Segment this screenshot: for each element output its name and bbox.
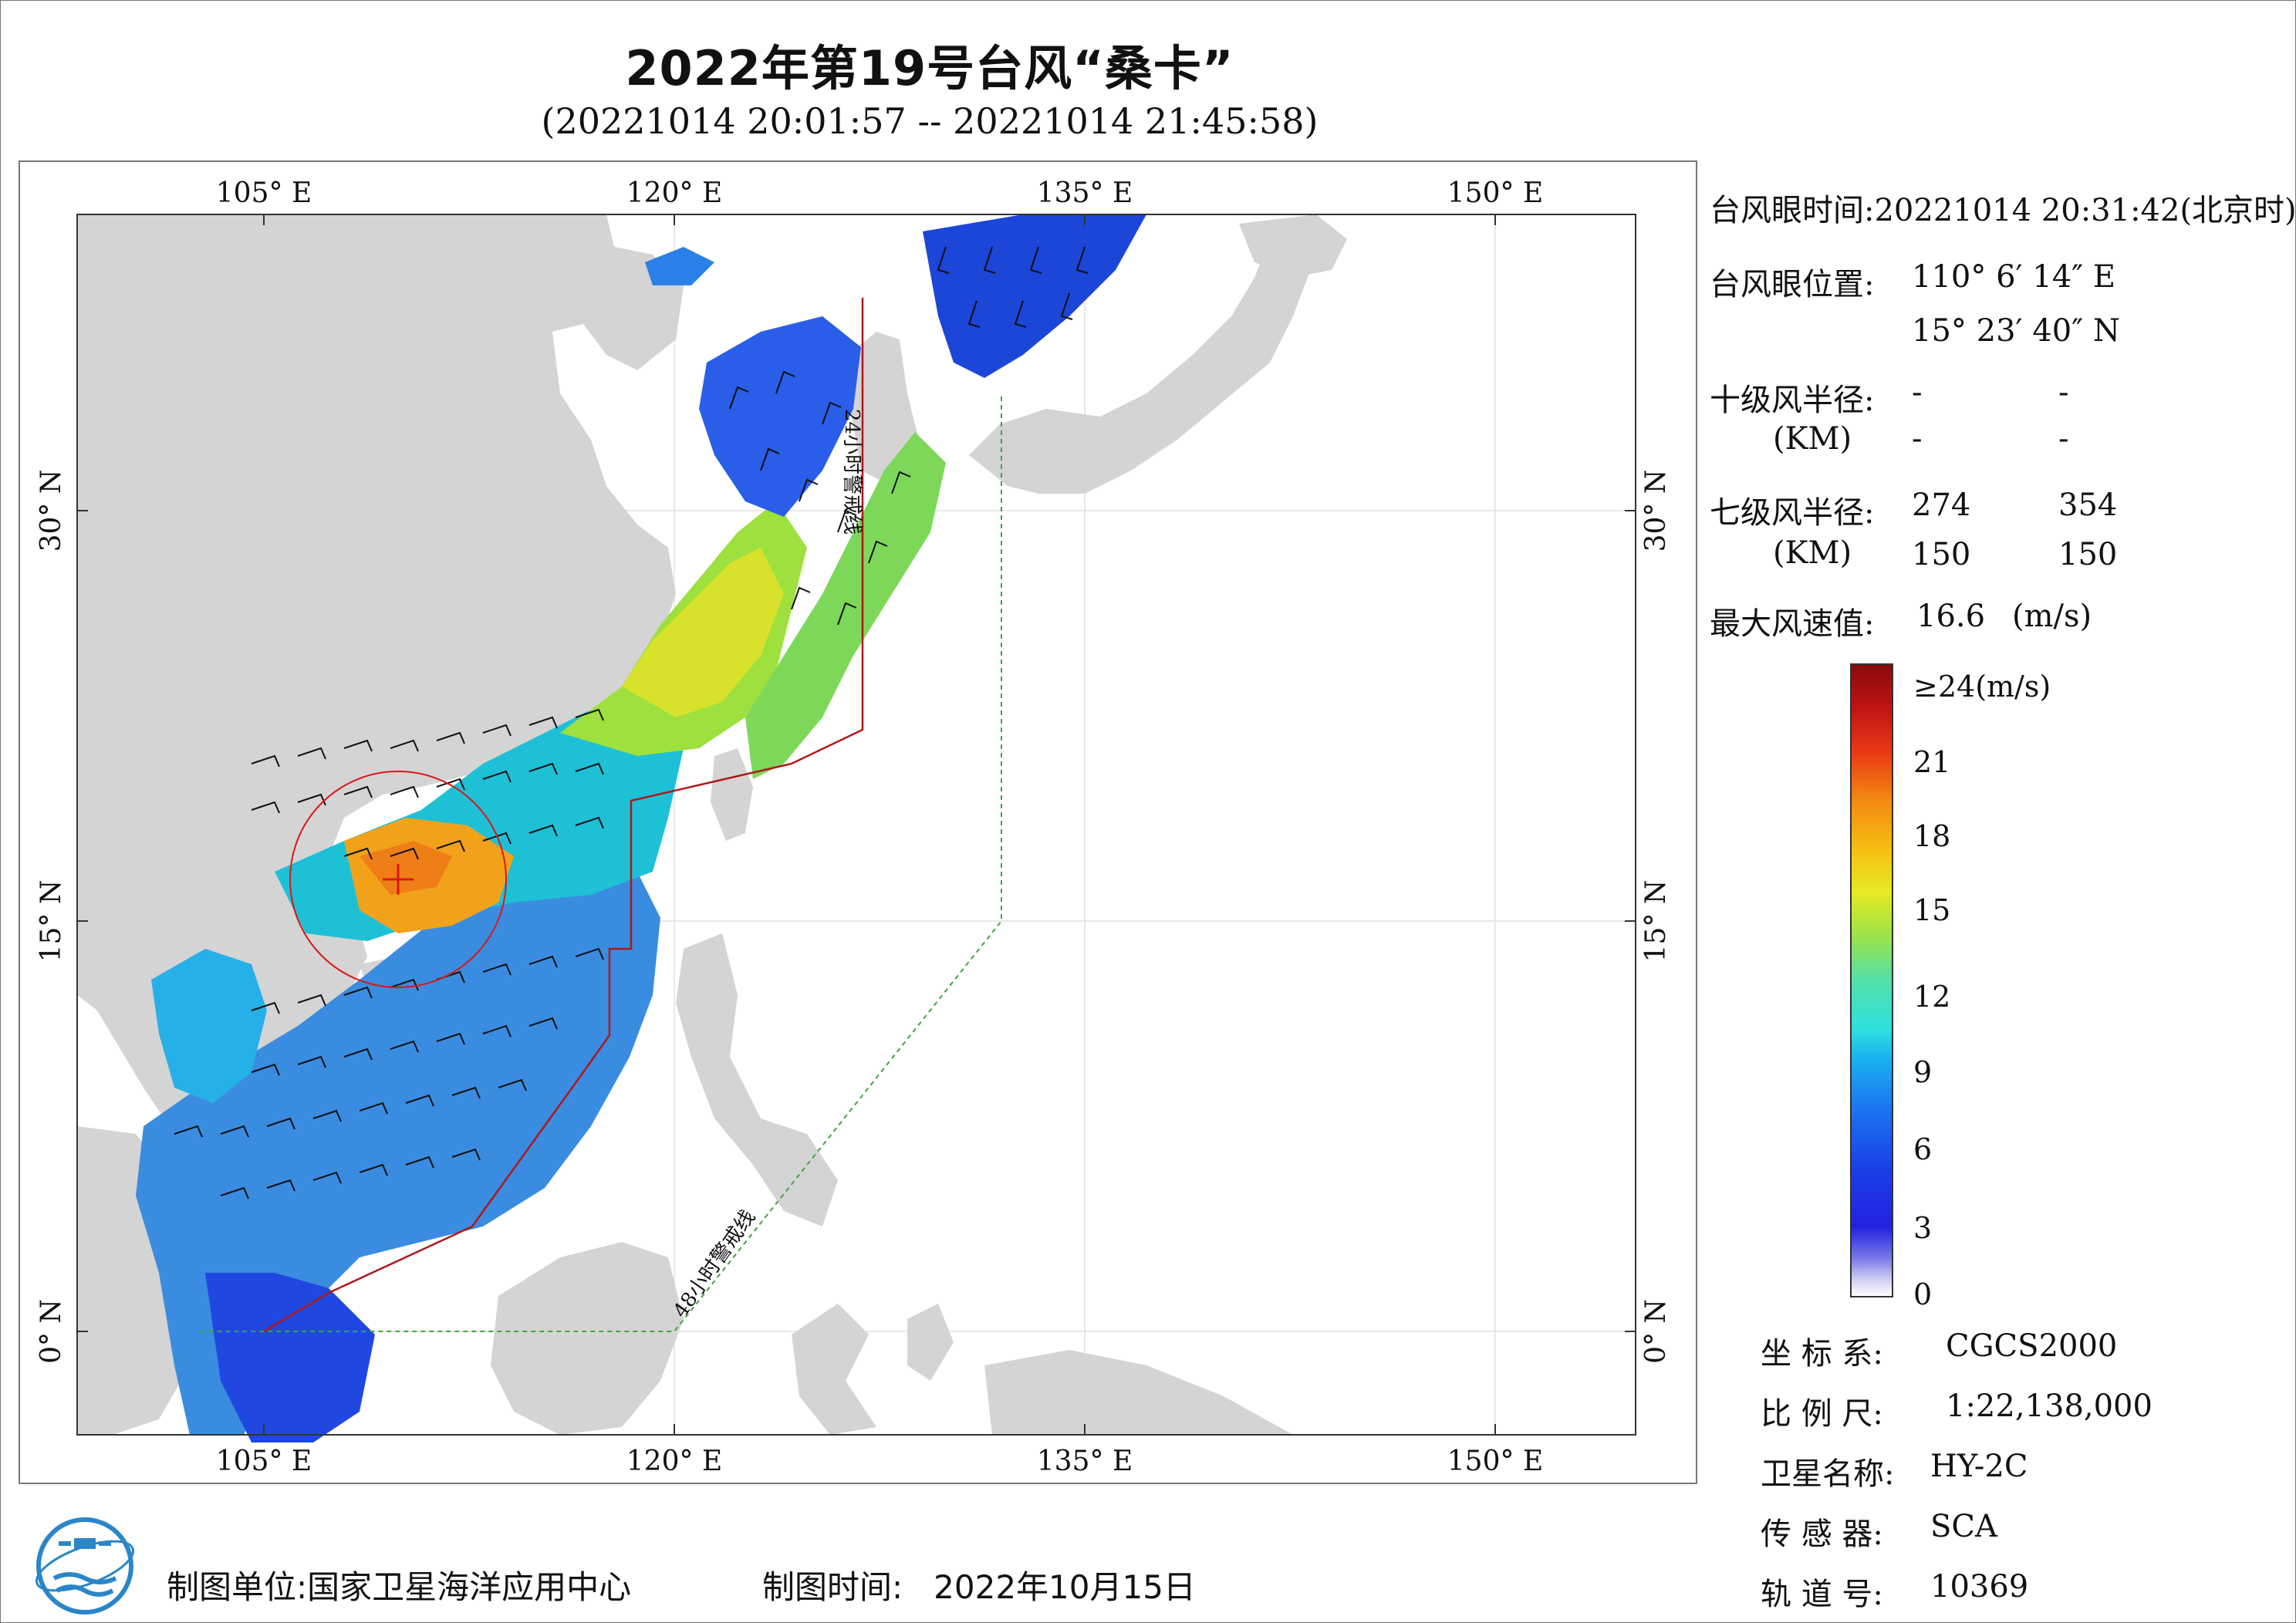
- legend-tick-12: 12: [1913, 980, 1951, 1014]
- map-subtitle: (20221014 20:01:57 -- 20221014 21:45:58): [541, 100, 1319, 142]
- wind-barbs: [174, 246, 1089, 1200]
- eye-lon-value: 110° 6′ 14″ E: [1912, 259, 2116, 295]
- r10-value-1: -: [1912, 375, 1923, 410]
- producer-value: 国家卫星海洋应用中心: [307, 1568, 632, 1606]
- legend-tick-6: 6: [1913, 1132, 1933, 1166]
- nsoas-logo: [35, 1517, 135, 1615]
- lon-label-bottom-4: 150° E: [1447, 1446, 1543, 1477]
- axis-ticks: [77, 214, 1636, 1435]
- max-wind-label: 最大风速值:: [1710, 606, 1875, 642]
- land-borneo: [491, 1242, 684, 1435]
- warning-line-48h-label: 48小时警戒线: [669, 1206, 760, 1322]
- land-sulawesi: [792, 1304, 876, 1435]
- lat-label-left-2: 15° N: [35, 880, 67, 963]
- land-asia-mainland: [77, 214, 684, 1203]
- eye-time-value: 20221014 20:31:42(北京时): [1874, 193, 2296, 228]
- r7-value-3: 150: [1912, 537, 1971, 572]
- legend-tick-18: 18: [1913, 819, 1951, 853]
- legend-tick-3: 3: [1913, 1211, 1933, 1245]
- land-hokkaido: [1239, 214, 1347, 278]
- land-philippines: [676, 933, 838, 1227]
- warning-line-24h-label: 24小时警戒线: [840, 409, 863, 535]
- producer-label: 制图单位:: [167, 1568, 308, 1606]
- orbit-value: 10369: [1930, 1569, 2029, 1604]
- legend-tick-0: 0: [1913, 1277, 1933, 1311]
- sensor-label: 传 感 器:: [1761, 1517, 1883, 1552]
- r10-value-2: -: [2058, 375, 2069, 410]
- swath-east-china-sea: [745, 432, 946, 779]
- lon-label-top-4: 150° E: [1447, 177, 1543, 209]
- r10-value-4: -: [2058, 421, 2069, 457]
- r7-value-4: 150: [2058, 537, 2118, 572]
- satellite-value: HY-2C: [1930, 1449, 2028, 1484]
- r10-unit: (KM): [1773, 421, 1852, 457]
- scale-label: 比 例 尺:: [1761, 1396, 1883, 1432]
- warning-line-24h: [263, 298, 864, 1333]
- sensor-value: SCA: [1930, 1509, 1997, 1544]
- swath-bohai: [645, 247, 714, 285]
- eye-pos-label: 台风眼位置:: [1710, 267, 1875, 302]
- footer-date: 制图时间: 2022年10月15日: [762, 1561, 1196, 1608]
- land-new-guinea: [984, 1350, 1293, 1435]
- date-label: 制图时间:: [762, 1568, 903, 1606]
- swath-japan-sea: [923, 214, 1146, 378]
- max-wind-value: 16.6: [1916, 599, 1986, 634]
- swath-gulf-thailand: [151, 949, 267, 1103]
- legend-tick-21: 21: [1913, 745, 1951, 779]
- lat-label-left-1: 30° N: [35, 470, 67, 552]
- lon-label-bottom-3: 135° E: [1037, 1446, 1133, 1477]
- legend-tick-15: 15: [1913, 893, 1951, 927]
- land-halmahera: [907, 1304, 954, 1381]
- map-title: 2022年第19号台风“桑卡”: [625, 40, 1234, 96]
- crs-label: 坐 标 系:: [1761, 1336, 1883, 1372]
- lat-label-right-1: 30° N: [1640, 470, 1672, 552]
- scale-value: 1:22,138,000: [1946, 1388, 2152, 1424]
- lat-label-right-2: 15° N: [1640, 880, 1672, 963]
- land-korea: [838, 332, 923, 486]
- max-wind-unit: (m/s): [2012, 599, 2092, 634]
- lon-label-bottom-1: 105° E: [216, 1446, 312, 1477]
- land-taiwan: [711, 748, 753, 841]
- wind-speed-colorbar: [1850, 663, 1893, 1297]
- land: [77, 214, 1347, 1435]
- r10-label: 十级风半径:: [1710, 383, 1875, 418]
- lon-label-bottom-2: 120° E: [626, 1446, 722, 1477]
- swath-north-yellow: [622, 548, 784, 717]
- wind-swath: [136, 214, 1146, 1442]
- r7-unit: (KM): [1773, 535, 1852, 571]
- map-frame[interactable]: 24小时警戒线 48小时警戒线 105° E 120° E 135° E 150…: [19, 160, 1697, 1484]
- satellite-label: 卫星名称:: [1761, 1456, 1895, 1492]
- swath-yellow-sea: [699, 316, 861, 517]
- date-value: 2022年10月15日: [934, 1568, 1196, 1606]
- footer-producer: 制图单位:国家卫星海洋应用中心: [167, 1561, 631, 1608]
- legend-top-label: ≥24(m/s): [1913, 670, 2051, 704]
- eye-time-label: 台风眼时间:: [1710, 193, 1875, 228]
- swath-south-dark: [205, 1273, 375, 1442]
- typhoon-marker[interactable]: [289, 771, 507, 988]
- legend-tick-9: 9: [1913, 1055, 1933, 1089]
- r7-value-2: 354: [2058, 488, 2118, 523]
- r10-value-3: -: [1912, 421, 1923, 457]
- lon-label-top-3: 135° E: [1037, 177, 1133, 209]
- r7-value-1: 274: [1912, 488, 1971, 523]
- typhoon-eye-icon: [383, 864, 414, 895]
- crs-value: CGCS2000: [1946, 1328, 2118, 1364]
- r7-label: 七级风半径:: [1710, 495, 1875, 531]
- land-japan: [969, 224, 1316, 494]
- lon-label-top-1: 105° E: [216, 177, 312, 209]
- lat-label-right-3: 0° N: [1640, 1299, 1672, 1364]
- wind-map[interactable]: 24小时警戒线 48小时警戒线 105° E 120° E 135° E 150…: [20, 162, 1696, 1483]
- eye-lat-value: 15° 23′ 40″ N: [1912, 313, 2120, 349]
- orbit-label: 轨 道 号:: [1761, 1577, 1883, 1612]
- swath-orange-inner: [360, 841, 452, 895]
- lat-label-left-3: 0° N: [35, 1299, 67, 1364]
- plot-border: [76, 214, 1636, 1436]
- typhoon-7-level-radius: [289, 771, 507, 988]
- lon-label-top-2: 120° E: [626, 177, 722, 209]
